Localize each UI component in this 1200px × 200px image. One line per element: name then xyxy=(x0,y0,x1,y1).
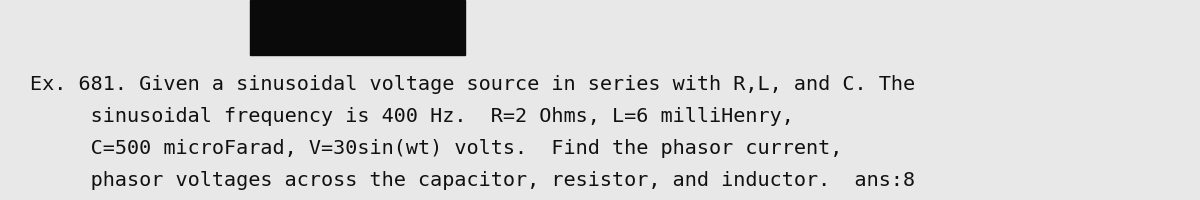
Text: Ex. 681. Given a sinusoidal voltage source in series with R,L, and C. The: Ex. 681. Given a sinusoidal voltage sour… xyxy=(30,75,916,94)
Text: sinusoidal frequency is 400 Hz.  R=2 Ohms, L=6 milliHenry,: sinusoidal frequency is 400 Hz. R=2 Ohms… xyxy=(30,107,794,126)
Bar xyxy=(250,0,466,55)
Text: phasor voltages across the capacitor, resistor, and inductor.  ans:8: phasor voltages across the capacitor, re… xyxy=(30,171,916,190)
Text: C=500 microFarad, V=30sin(wt) volts.  Find the phasor current,: C=500 microFarad, V=30sin(wt) volts. Fin… xyxy=(30,139,842,158)
